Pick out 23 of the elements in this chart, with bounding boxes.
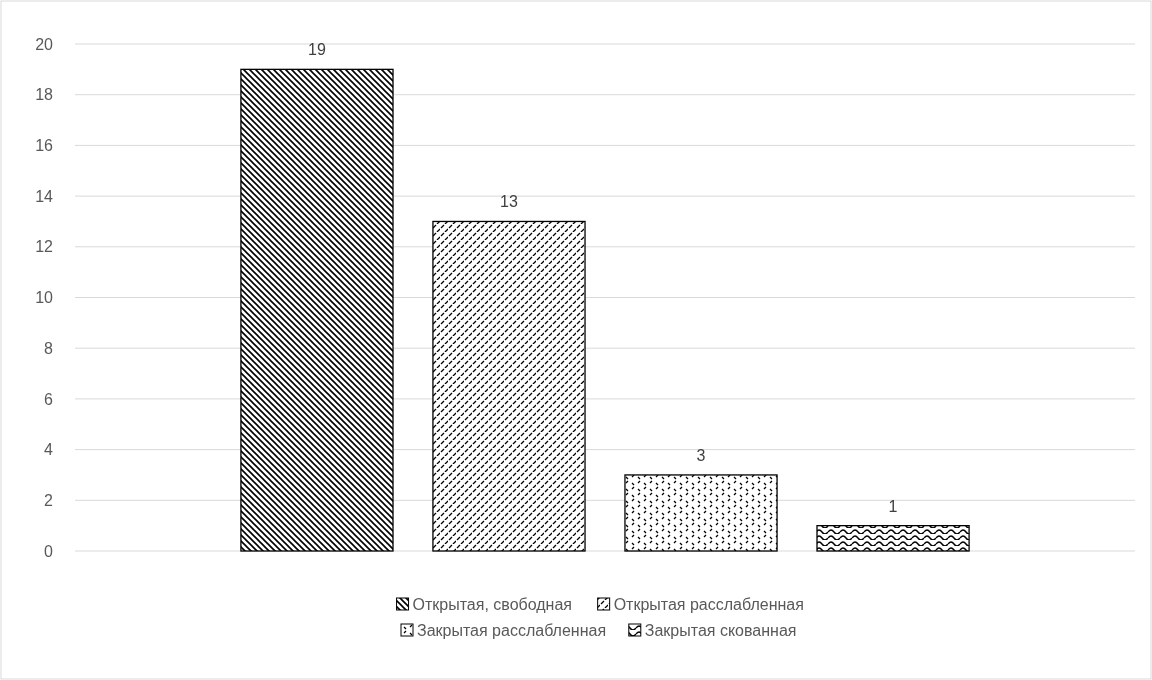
y-tick-label: 14 <box>35 187 54 205</box>
y-tick-label: 18 <box>35 86 54 104</box>
data-label: 3 <box>696 446 706 464</box>
bar <box>816 525 970 552</box>
bar <box>624 474 778 552</box>
bar <box>432 220 586 552</box>
y-tick-label: 12 <box>35 238 54 256</box>
y-tick-label: 0 <box>44 542 54 560</box>
y-tick-label: 4 <box>44 441 54 459</box>
data-label: 1 <box>888 497 898 515</box>
data-label: 19 <box>308 41 326 59</box>
y-tick-label: 6 <box>44 390 54 408</box>
legend-label: Открытая расслабленная <box>613 595 804 613</box>
legend-label: Открытая, свободная <box>412 595 572 613</box>
y-tick-label: 16 <box>35 137 54 154</box>
legend-label: Закрытая расслабленная <box>417 621 607 639</box>
bar <box>240 68 394 552</box>
legend-label: Закрытая скованная <box>644 621 797 639</box>
y-tick-label: 2 <box>44 491 54 509</box>
y-tick-label: 10 <box>35 289 54 307</box>
y-tick-label: 8 <box>44 339 54 357</box>
data-label: 13 <box>500 193 518 211</box>
y-tick-label: 20 <box>35 35 54 53</box>
